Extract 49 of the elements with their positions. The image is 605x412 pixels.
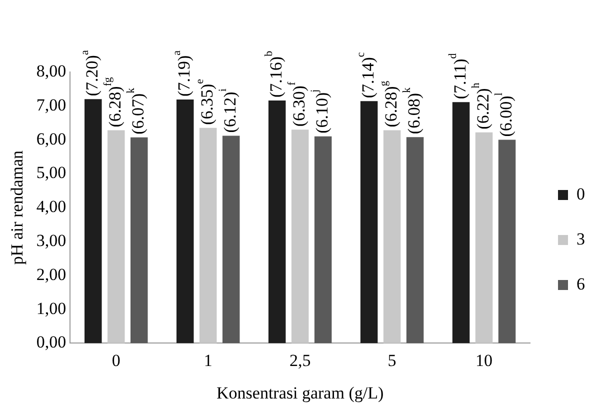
- data-label: (6.07)k: [125, 87, 148, 134]
- y-tick-label: 6,00: [36, 129, 66, 148]
- y-tick-label: 7,00: [36, 95, 66, 114]
- bar: [383, 130, 401, 344]
- data-label: (7.20)a: [79, 50, 102, 96]
- x-tick-label: 0: [112, 350, 120, 370]
- y-tick-label: 8,00: [36, 61, 66, 80]
- x-axis-title: Konsentrasi garam (g/L): [216, 383, 384, 402]
- x-tick-label: 1: [204, 350, 212, 370]
- bar: [291, 130, 309, 344]
- y-tick-label: 2,00: [36, 264, 66, 284]
- bar: [360, 101, 378, 344]
- bar: [406, 137, 424, 344]
- data-label: (7.11)d: [446, 52, 470, 100]
- y-axis-title: pH air rendaman: [8, 150, 27, 265]
- bar: [176, 99, 194, 344]
- data-label: (7.19)a: [171, 50, 194, 96]
- bar: [222, 136, 240, 344]
- y-tick-label: 0,00: [36, 332, 66, 352]
- bar: [108, 130, 125, 344]
- bar: [84, 99, 102, 344]
- data-label: (6.10)j: [308, 89, 332, 134]
- legend-label: 0: [576, 184, 585, 204]
- y-tick-label: 4,00: [36, 197, 66, 216]
- data-label: (6.08)k: [400, 87, 424, 134]
- x-tick-label: 10: [476, 350, 493, 370]
- bar: [452, 102, 470, 344]
- y-tick-label: 1,00: [36, 298, 66, 318]
- y-tick-label: 3,00: [36, 230, 66, 250]
- y-tick-label: 5,00: [36, 163, 66, 182]
- data-label: (6.00)l: [492, 92, 516, 137]
- data-label: (6.12)i: [216, 88, 240, 133]
- data-label: (6.28)g: [378, 80, 401, 128]
- data-label: (6.30)f: [286, 82, 309, 127]
- data-label: (6.22)h: [470, 82, 492, 130]
- data-label: (6.28)fg: [102, 76, 125, 128]
- bar: [314, 136, 332, 344]
- legend-label: 3: [576, 229, 585, 248]
- bar: [268, 100, 286, 344]
- bar: [199, 128, 217, 344]
- bar: [498, 140, 516, 344]
- bar: [475, 132, 493, 344]
- x-tick-label: 2,5: [289, 350, 311, 370]
- data-label: (6.35)e: [194, 78, 217, 125]
- x-tick-label: 5: [388, 350, 396, 370]
- data-label: (7.16)b: [262, 50, 286, 98]
- bar: [130, 137, 148, 344]
- data-label: (7.14)c: [354, 52, 378, 98]
- legend-label: 6: [576, 274, 585, 294]
